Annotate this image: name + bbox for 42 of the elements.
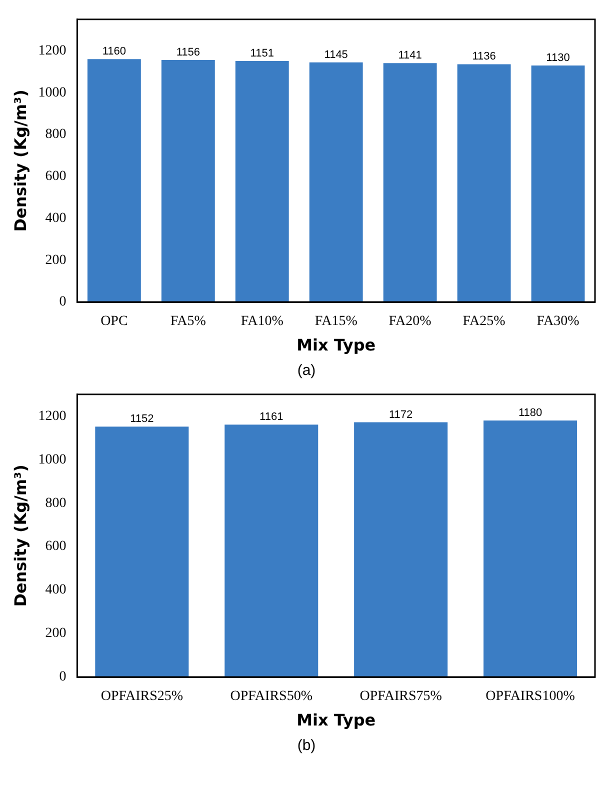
- text: (b): [296, 737, 317, 754]
- x-tick-label: FA30%: [536, 314, 580, 330]
- text: (a): [296, 362, 317, 379]
- data-label: 1172: [388, 408, 413, 421]
- y-tick-label: 1200: [38, 408, 66, 424]
- y-tick-label: 400: [45, 582, 66, 598]
- y-tick-label: 600: [45, 539, 66, 554]
- x-tick-label: OPFAIRS100%: [486, 689, 576, 704]
- data-label: 1136: [472, 50, 496, 63]
- data-label: 1161: [260, 411, 284, 424]
- data-label: 1156: [176, 46, 200, 59]
- x-tick-label: OPC: [100, 314, 128, 330]
- x-tick-label: FA15%: [314, 314, 358, 330]
- y-tick-label: 1000: [38, 452, 66, 468]
- y-axis-title: Density (Kg/m³): [10, 464, 30, 607]
- x-tick-label: FA10%: [240, 314, 284, 330]
- y-tick-label: 1200: [38, 43, 66, 58]
- y-tick-label: 600: [45, 169, 66, 184]
- x-tick-label: FA20%: [388, 314, 432, 330]
- data-label: 1130: [546, 52, 570, 64]
- x-tick-label: FA5%: [170, 314, 206, 330]
- y-tick-label: 1000: [38, 85, 66, 100]
- data-label: 1141: [398, 50, 422, 62]
- x-axis-title: Mix Type: [296, 710, 376, 730]
- x-tick-label: FA25%: [462, 314, 506, 330]
- y-tick-label: 800: [45, 496, 66, 511]
- y-tick-label: 200: [45, 626, 66, 642]
- y-tick-label: 200: [45, 252, 66, 268]
- y-tick-label: 0: [59, 670, 66, 685]
- data-label: 1160: [102, 46, 126, 58]
- x-tick-label: OPFAIRS25%: [100, 689, 184, 704]
- data-label: 1152: [130, 413, 154, 426]
- y-tick-label: 400: [45, 210, 66, 226]
- data-label: 1180: [518, 407, 542, 420]
- y-axis-title: Density (Kg/m³): [10, 90, 30, 232]
- x-axis-title: Mix Type: [296, 336, 376, 355]
- x-tick-label: OPFAIRS75%: [360, 689, 442, 704]
- y-tick-label: 800: [45, 127, 66, 142]
- x-tick-label: OPFAIRS50%: [230, 689, 313, 704]
- y-tick-label: 0: [59, 294, 66, 310]
- data-label: 1151: [250, 48, 274, 60]
- data-label: 1145: [324, 48, 348, 61]
